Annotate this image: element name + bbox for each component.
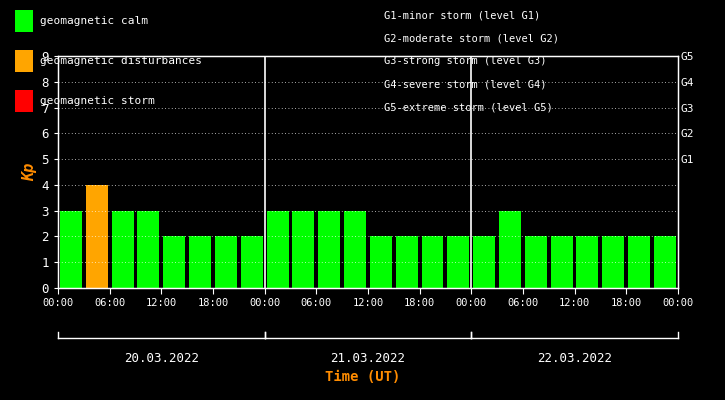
Bar bbox=[499, 211, 521, 288]
Bar bbox=[189, 236, 211, 288]
Text: 22.03.2022: 22.03.2022 bbox=[537, 352, 612, 366]
Text: geomagnetic storm: geomagnetic storm bbox=[40, 96, 154, 106]
Bar bbox=[602, 236, 624, 288]
Text: Time (UT): Time (UT) bbox=[325, 370, 400, 384]
Bar bbox=[551, 236, 573, 288]
Bar bbox=[473, 236, 495, 288]
Bar bbox=[396, 236, 418, 288]
Text: 21.03.2022: 21.03.2022 bbox=[331, 352, 405, 366]
Bar bbox=[267, 211, 289, 288]
Text: G4-severe storm (level G4): G4-severe storm (level G4) bbox=[384, 80, 547, 90]
Text: geomagnetic calm: geomagnetic calm bbox=[40, 16, 148, 26]
Bar bbox=[112, 211, 133, 288]
Bar bbox=[628, 236, 650, 288]
Text: G1-minor storm (level G1): G1-minor storm (level G1) bbox=[384, 10, 541, 20]
Bar bbox=[576, 236, 598, 288]
Bar bbox=[241, 236, 262, 288]
Bar bbox=[138, 211, 160, 288]
Bar bbox=[370, 236, 392, 288]
Text: geomagnetic disturbances: geomagnetic disturbances bbox=[40, 56, 202, 66]
Text: G2-moderate storm (level G2): G2-moderate storm (level G2) bbox=[384, 33, 559, 43]
Bar bbox=[163, 236, 185, 288]
Y-axis label: Kp: Kp bbox=[22, 163, 37, 181]
Bar bbox=[60, 211, 82, 288]
Bar bbox=[292, 211, 315, 288]
Bar bbox=[654, 236, 676, 288]
Bar bbox=[344, 211, 366, 288]
Bar bbox=[318, 211, 340, 288]
Bar bbox=[447, 236, 469, 288]
Text: 20.03.2022: 20.03.2022 bbox=[124, 352, 199, 366]
Bar bbox=[525, 236, 547, 288]
Bar bbox=[421, 236, 444, 288]
Bar bbox=[86, 185, 108, 288]
Bar bbox=[215, 236, 237, 288]
Text: G3-strong storm (level G3): G3-strong storm (level G3) bbox=[384, 56, 547, 66]
Text: G5-extreme storm (level G5): G5-extreme storm (level G5) bbox=[384, 103, 553, 113]
